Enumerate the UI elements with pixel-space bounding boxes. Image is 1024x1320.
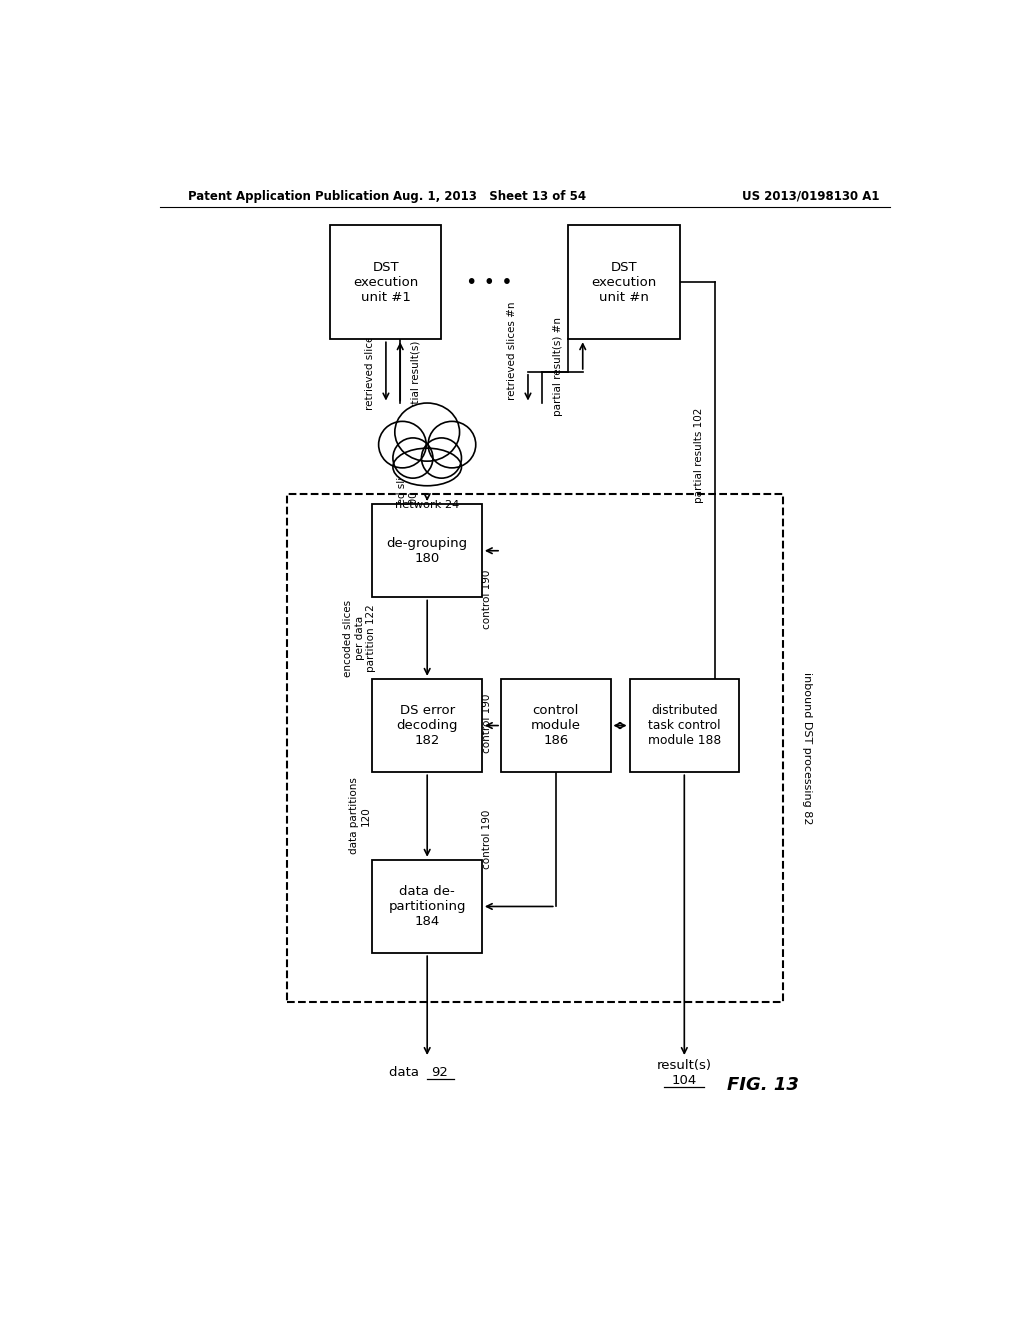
Text: de-grouping
180: de-grouping 180 <box>387 537 468 565</box>
Text: retrieved slices #n: retrieved slices #n <box>507 302 517 400</box>
FancyBboxPatch shape <box>373 678 482 772</box>
Text: retrieved slices #1: retrieved slices #1 <box>365 312 375 411</box>
Text: 104: 104 <box>672 1073 697 1086</box>
Text: 92: 92 <box>431 1065 449 1078</box>
FancyBboxPatch shape <box>373 504 482 598</box>
Text: DS error
decoding
182: DS error decoding 182 <box>396 704 458 747</box>
Ellipse shape <box>422 438 462 478</box>
Text: control
module
186: control module 186 <box>530 704 581 747</box>
Ellipse shape <box>428 421 476 467</box>
Text: Patent Application Publication: Patent Application Publication <box>187 190 389 202</box>
Ellipse shape <box>395 403 460 461</box>
Text: Aug. 1, 2013   Sheet 13 of 54: Aug. 1, 2013 Sheet 13 of 54 <box>392 190 586 202</box>
FancyBboxPatch shape <box>630 678 739 772</box>
Text: result(s): result(s) <box>656 1059 712 1072</box>
Text: FIG. 13: FIG. 13 <box>727 1076 799 1094</box>
Text: control 190: control 190 <box>481 570 492 630</box>
FancyBboxPatch shape <box>373 859 482 953</box>
Text: network 24: network 24 <box>395 500 460 510</box>
Text: retrieved slices
100: retrieved slices 100 <box>396 459 418 540</box>
Text: inbound DST processing 82: inbound DST processing 82 <box>802 672 812 824</box>
Text: data partitions
120: data partitions 120 <box>349 777 371 854</box>
Text: DST
execution
unit #n: DST execution unit #n <box>592 261 656 304</box>
FancyBboxPatch shape <box>501 678 610 772</box>
Text: partial result(s) #n: partial result(s) #n <box>553 317 563 416</box>
Text: DST
execution
unit #1: DST execution unit #1 <box>353 261 419 304</box>
Ellipse shape <box>379 421 426 467</box>
FancyBboxPatch shape <box>331 226 441 339</box>
Ellipse shape <box>393 449 462 486</box>
Text: distributed
task control
module 188: distributed task control module 188 <box>648 704 721 747</box>
Text: control 190: control 190 <box>481 694 492 754</box>
Text: data de-
partitioning
184: data de- partitioning 184 <box>388 884 466 928</box>
Text: partial results 102: partial results 102 <box>694 408 705 503</box>
Text: US 2013/0198130 A1: US 2013/0198130 A1 <box>741 190 880 202</box>
Ellipse shape <box>393 438 433 478</box>
Text: encoded slices
per data
partition 122: encoded slices per data partition 122 <box>343 599 377 677</box>
Text: data: data <box>389 1065 423 1078</box>
FancyBboxPatch shape <box>568 226 680 339</box>
Text: control 190: control 190 <box>481 809 492 869</box>
Text: partial result(s) #1: partial result(s) #1 <box>411 322 421 421</box>
Text: • • •: • • • <box>466 273 512 292</box>
